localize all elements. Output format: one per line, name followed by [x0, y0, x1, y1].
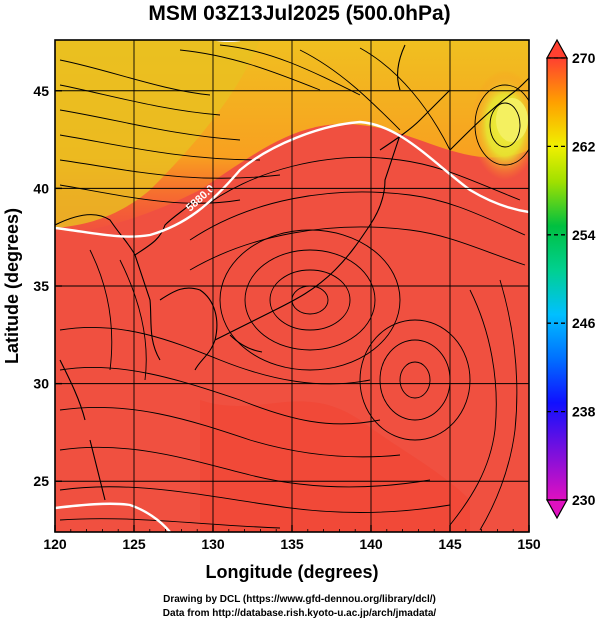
x-tick-label: 150: [517, 536, 541, 552]
y-axis-label: Latitude (degrees): [2, 208, 22, 364]
streamlines: [59, 44, 529, 531]
colorbar-min-arrow: [545, 499, 569, 520]
credit-drawing: Drawing by DCL (https://www.gfd-dennou.o…: [163, 594, 436, 605]
x-axis-ticks: 120 125 130 135 140 145 150: [43, 525, 541, 552]
colorbar-tick-label: 262: [572, 138, 596, 154]
coastlines: [55, 44, 529, 501]
colorbar: 230 238 246 254 262 270: [545, 38, 596, 520]
y-tick-label: 40: [33, 180, 49, 196]
colorbar-tick-label: 270: [572, 50, 596, 66]
colorbar-tick-label: 238: [572, 404, 596, 420]
y-tick-label: 25: [33, 473, 49, 489]
x-tick-label: 140: [359, 536, 383, 552]
x-axis-label: Longitude (degrees): [205, 562, 378, 582]
x-tick-label: 145: [438, 536, 462, 552]
x-tick-label: 125: [122, 536, 146, 552]
colorbar-tick-label: 246: [572, 315, 596, 331]
credit-data: Data from http://database.rish.kyoto-u.a…: [162, 608, 437, 619]
x-tick-label: 135: [280, 536, 304, 552]
colorbar-bar: [546, 57, 568, 501]
map-title: MSM 03Z13Jul2025 (500.0hPa): [148, 2, 451, 25]
colorbar-ticks: 230 238 246 254 262 270: [547, 50, 596, 508]
y-tick-label: 45: [33, 83, 49, 99]
colorbar-tick-label: 254: [572, 227, 596, 243]
x-tick-label: 130: [201, 536, 225, 552]
y-axis-ticks: 25 30 35 40 45: [33, 83, 62, 489]
x-tick-label: 120: [43, 536, 67, 552]
y-tick-label: 35: [33, 278, 49, 294]
colorbar-max-arrow: [545, 38, 569, 59]
gridlines: [55, 40, 529, 532]
colorbar-tick-label: 230: [572, 492, 596, 508]
y-tick-label: 30: [33, 376, 49, 392]
